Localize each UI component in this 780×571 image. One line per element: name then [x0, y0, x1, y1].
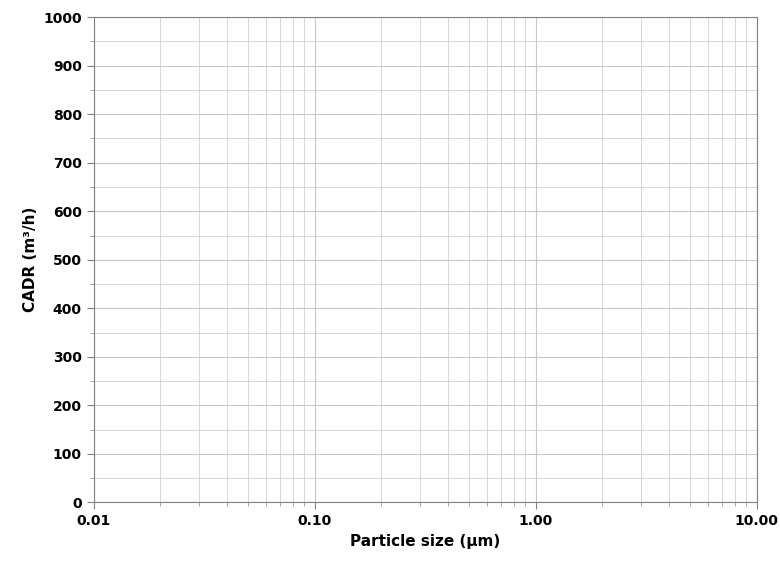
X-axis label: Particle size (μm): Particle size (μm) [350, 534, 500, 549]
Y-axis label: CADR (m³/h): CADR (m³/h) [23, 207, 37, 312]
